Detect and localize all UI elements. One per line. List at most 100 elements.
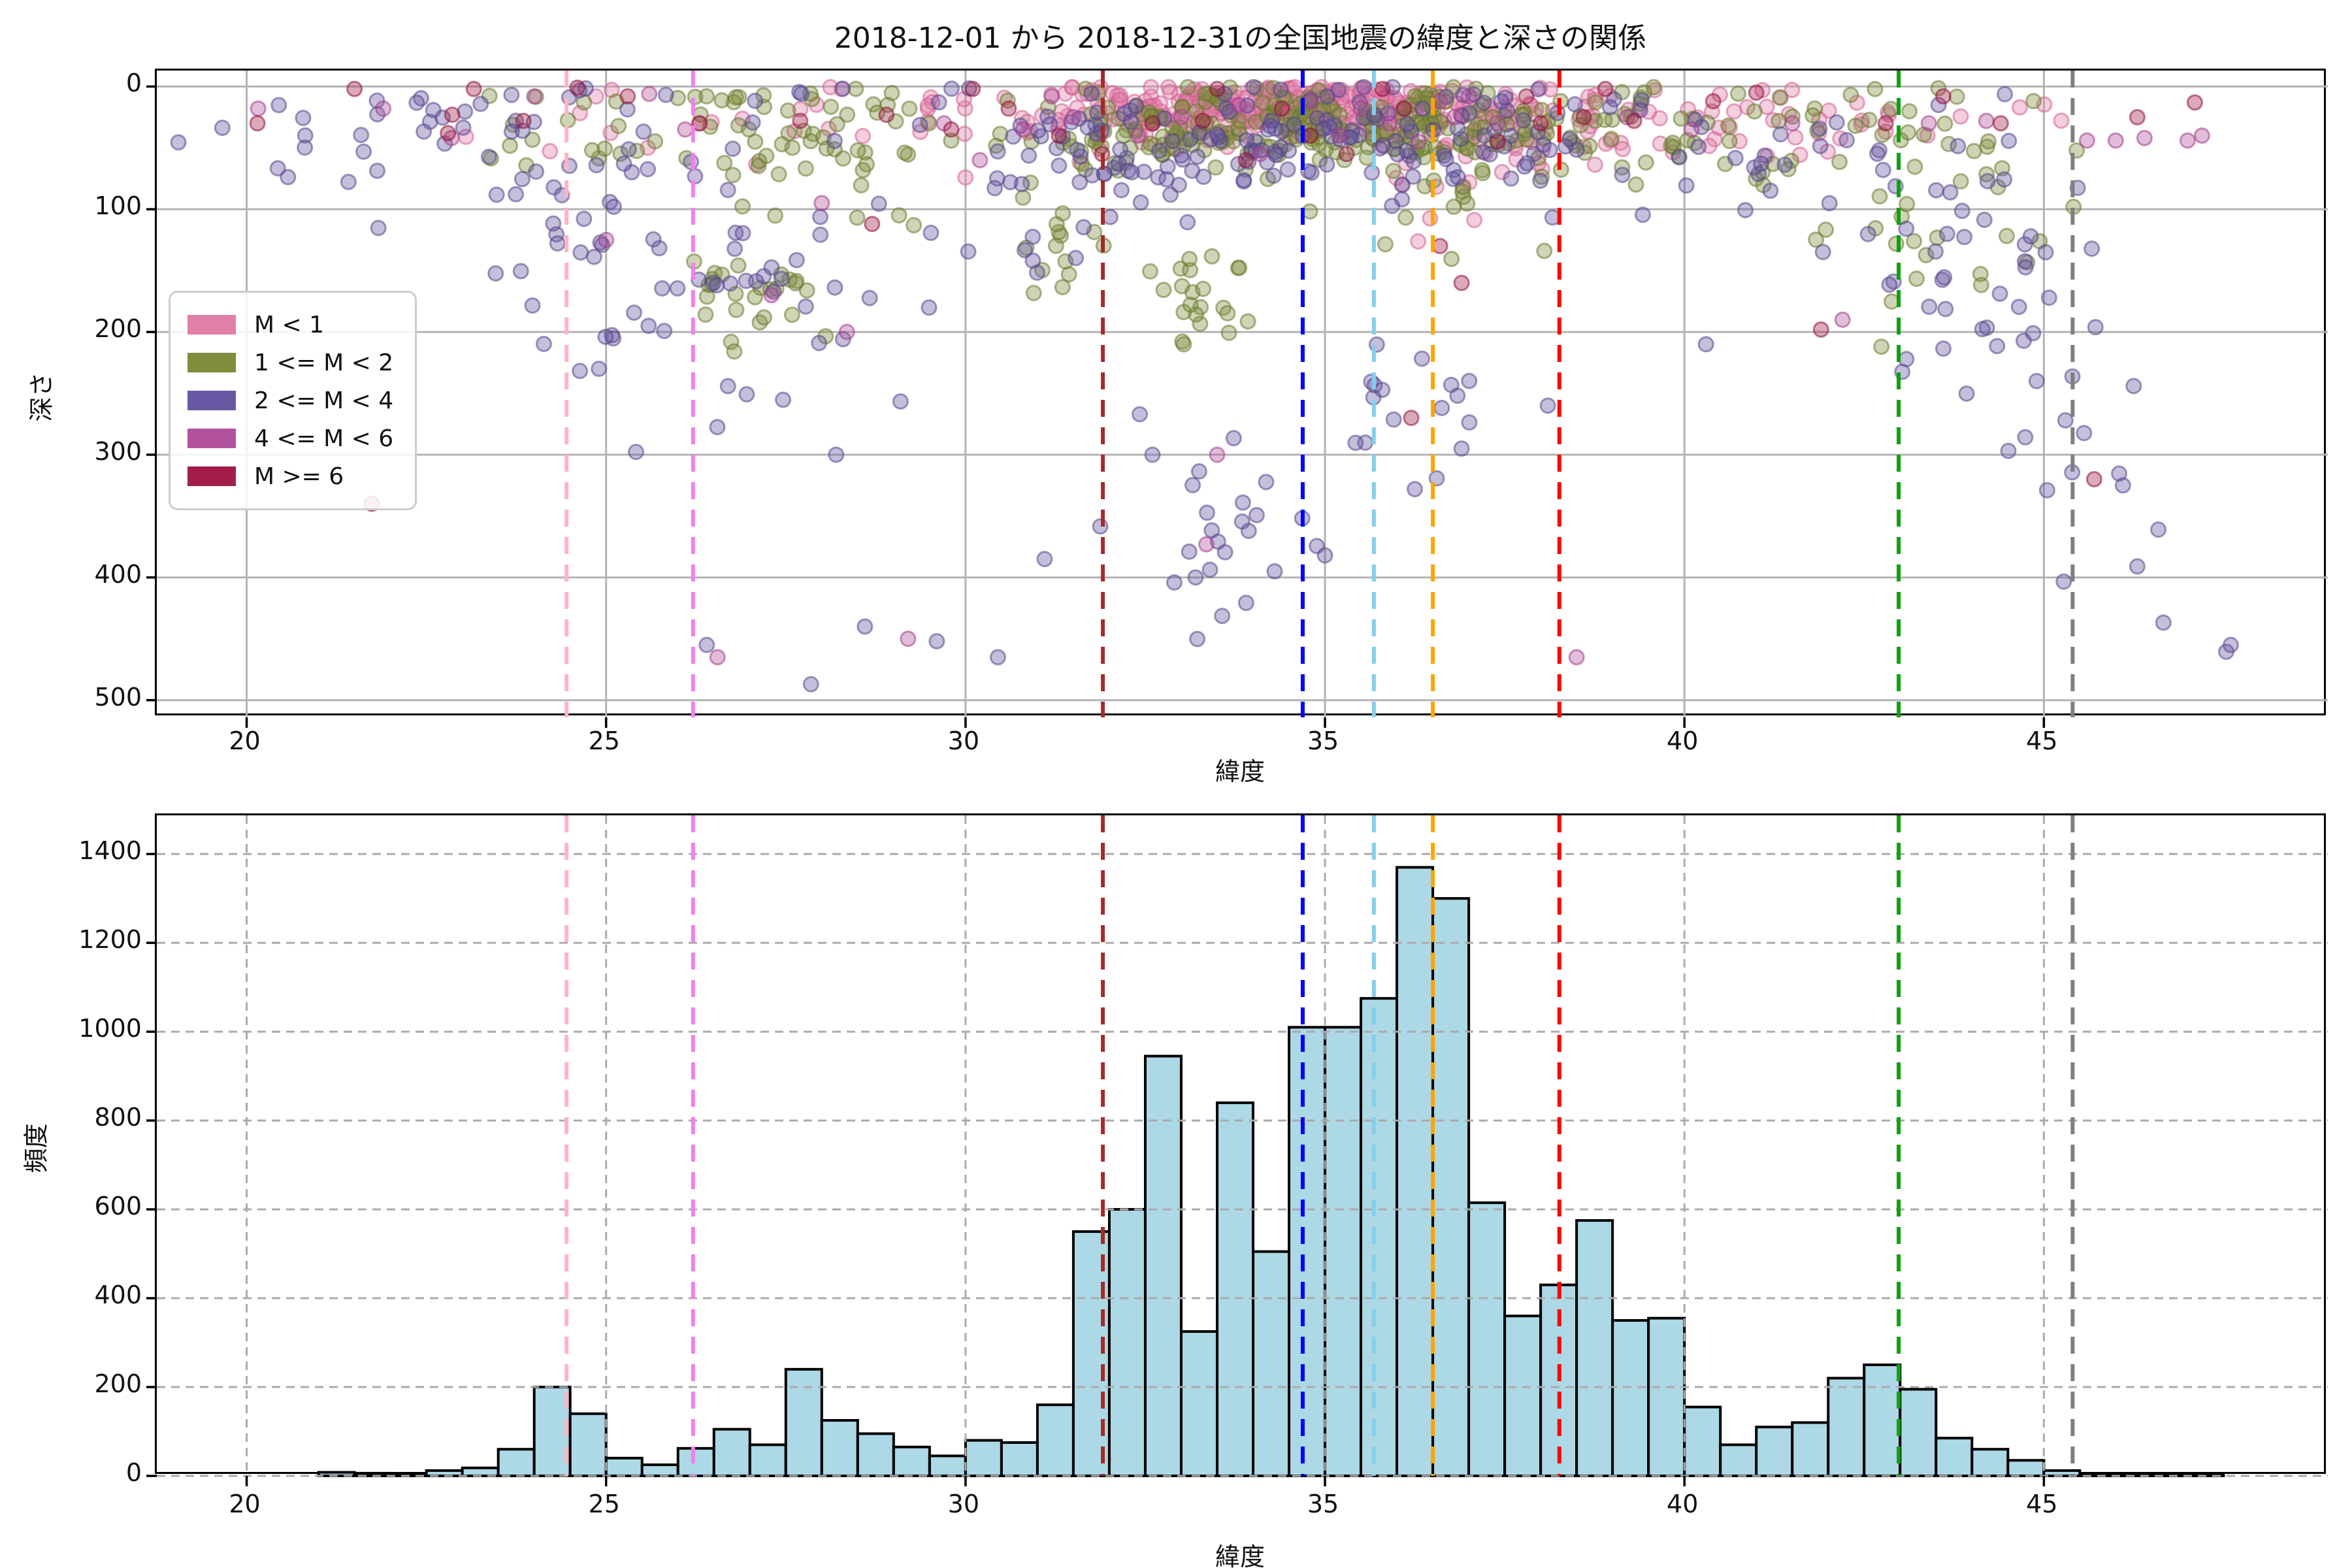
y-tick-label: 100 (94, 191, 142, 221)
histogram-bar (856, 1432, 895, 1477)
scatter-point (1720, 117, 1737, 134)
scatter-point (1207, 159, 1224, 176)
scatter-point (640, 161, 657, 178)
scatter-point (440, 125, 457, 142)
scatter-point (1239, 313, 1256, 330)
scatter-point (726, 343, 743, 360)
scatter-point (1015, 189, 1032, 206)
scatter-point (2150, 521, 2167, 538)
scatter-point (1762, 182, 1779, 199)
scatter-point (1991, 286, 2008, 302)
histogram-bar (1647, 1316, 1686, 1477)
scatter-point (1431, 238, 1448, 255)
histogram-bar (1899, 1388, 1938, 1477)
scatter-point (1054, 278, 1071, 295)
legend-item-label: M < 1 (254, 311, 325, 338)
scatter-point (1737, 202, 1754, 219)
scatter-point (1377, 236, 1394, 253)
scatter-point (1079, 119, 1096, 136)
scatter-point (1175, 336, 1192, 353)
scatter-point (1871, 188, 1888, 204)
scatter-point (1575, 108, 1592, 125)
scatter-point (1443, 250, 1460, 267)
scatter-point (2038, 482, 2055, 498)
scatter-point (930, 94, 947, 111)
scatter-point (1859, 225, 1876, 242)
scatter-point (1906, 158, 1923, 175)
legend-swatch-icon (188, 315, 236, 335)
scatter-point (1756, 147, 1773, 164)
legend-item: 1 <= M < 2 (188, 344, 398, 382)
scatter-point (583, 142, 600, 159)
scatter-point (2179, 132, 2196, 149)
scatter-point (1908, 270, 1925, 287)
scatter-point (1834, 311, 1851, 328)
scatter-point (783, 306, 800, 323)
scatter-point (1433, 399, 1450, 416)
scatter-point (626, 304, 643, 321)
scatter-point (1901, 103, 1918, 120)
scatter-point (1814, 244, 1831, 261)
scatter-point (870, 195, 887, 212)
y-tick-label: 400 (94, 1281, 142, 1310)
scatter-point (2017, 259, 2034, 276)
scatter-point (1645, 78, 1662, 95)
scatter-point (1930, 97, 1947, 114)
scatter-point (1407, 481, 1424, 498)
scatter-point (747, 289, 764, 306)
scatter-point (1173, 278, 1190, 295)
scatter-point (1209, 446, 1226, 463)
scatter-point (572, 363, 589, 380)
scatter-point (1422, 210, 1439, 227)
scatter-point (677, 121, 694, 138)
scatter-point (2053, 112, 2070, 129)
scatter-point (1489, 115, 1506, 132)
scatter-point (1436, 147, 1453, 164)
histogram-bar (1863, 1364, 1902, 1478)
scatter-point (1300, 163, 1317, 180)
scatter-point (1397, 209, 1414, 226)
histogram-bar (568, 1412, 608, 1477)
legend-swatch-icon (188, 391, 236, 410)
scatter-point (802, 676, 819, 693)
scatter-point (1111, 87, 1128, 104)
legend-item: M >= 6 (188, 457, 398, 495)
scatter-point (2083, 240, 2100, 257)
scatter-point (1587, 94, 1604, 111)
scatter-point (576, 210, 593, 227)
scatter-point (1410, 133, 1427, 150)
scatter-point (987, 180, 1004, 197)
scatter-point (734, 225, 751, 242)
scatter-point (1132, 406, 1149, 423)
scatter-point (170, 134, 187, 151)
y-tick-label: 200 (94, 314, 142, 344)
scatter-point (559, 112, 576, 129)
scatter-point (2011, 99, 2028, 116)
histogram-bar (1935, 1437, 1974, 1478)
scatter-point (1597, 80, 1614, 97)
histogram-bar (1683, 1405, 1722, 1478)
scatter-point (1874, 161, 1891, 178)
scatter-point (472, 95, 489, 112)
legend-item-label: 1 <= M < 2 (254, 349, 394, 376)
scatter-point (1899, 195, 1916, 212)
scatter-point (297, 139, 314, 156)
scatter-point (1671, 149, 1688, 166)
scatter-point (1054, 205, 1071, 222)
scatter-point (528, 163, 545, 180)
legend: M < 1 1 <= M < 2 2 <= M < 4 4 <= M < 6 M >= … (169, 291, 417, 510)
histogram-bar (1396, 866, 1435, 1477)
scatter-axes (146, 69, 2328, 728)
scatter-point (1021, 147, 1037, 164)
scatter-point (1231, 259, 1248, 276)
scatter-point (1784, 115, 1801, 132)
histogram-bar (964, 1439, 1003, 1477)
scatter-point (2114, 477, 2131, 494)
scatter-point (1812, 138, 1829, 155)
scatter-point (755, 268, 772, 285)
scatter-point (1992, 115, 2009, 132)
y-tick-label: 0 (125, 1458, 142, 1487)
scatter-point (512, 263, 529, 280)
scatter-point (858, 155, 875, 172)
scatter-point (1352, 100, 1369, 117)
